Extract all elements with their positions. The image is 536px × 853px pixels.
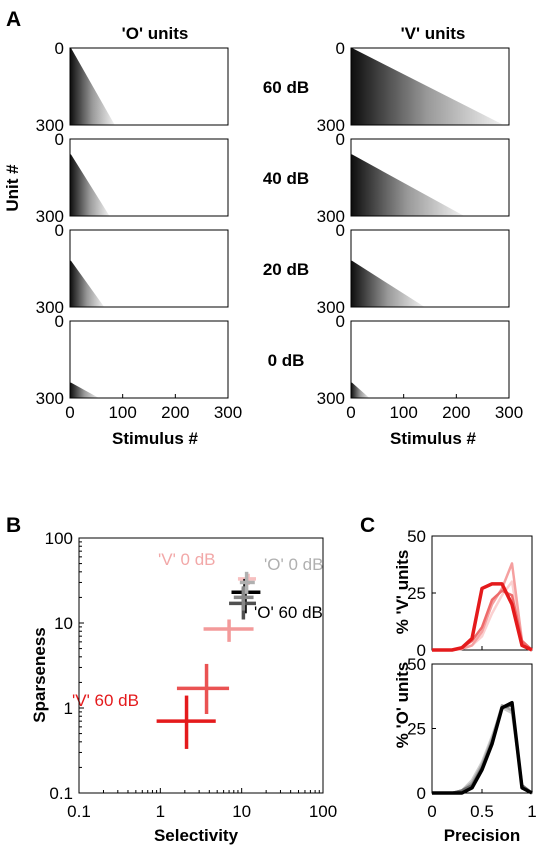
raster-frame-v-2 bbox=[350, 229, 510, 308]
x-tick-label-o-3: 300 bbox=[214, 403, 242, 422]
raster-frame-o-3 bbox=[69, 320, 229, 399]
c-y-tick-label-0-0: 0 bbox=[417, 641, 426, 660]
raster-frame-v-0 bbox=[350, 47, 510, 126]
b-x-tick-label-2: 10 bbox=[232, 802, 251, 821]
cross-v-60db bbox=[156, 695, 216, 749]
level-label-2: 20 dB bbox=[263, 260, 309, 279]
cross-o-20db bbox=[233, 586, 254, 611]
raster-fill-o-1 bbox=[70, 154, 110, 216]
cross-o-0db bbox=[239, 571, 255, 594]
raster-fill-v-2 bbox=[351, 260, 425, 307]
y-tick-label-bottom-o-3: 300 bbox=[36, 389, 64, 408]
y-tick-label-top-o-2: 0 bbox=[55, 221, 64, 240]
column-title-o-units: 'O' units bbox=[122, 24, 189, 43]
x-axis-label-selectivity: Selectivity bbox=[154, 826, 239, 845]
x-tick-label-v-2: 200 bbox=[442, 403, 470, 422]
b-x-tick-label-1: 1 bbox=[156, 802, 165, 821]
column-title-v-units: 'V' units bbox=[401, 24, 466, 43]
raster-frame-o-1 bbox=[69, 138, 229, 217]
b-x-tick-label-0: 0.1 bbox=[67, 802, 91, 821]
level-label-3: 0 dB bbox=[268, 351, 305, 370]
y-axis-label-sparseness: Sparseness bbox=[30, 627, 49, 722]
panel-label-a: A bbox=[6, 8, 21, 31]
raster-fill-v-3 bbox=[351, 382, 370, 398]
c-x-tick-label-0: 0 bbox=[427, 802, 436, 821]
x-axis-label-stimulus-o: Stimulus # bbox=[112, 429, 199, 448]
level-label-1: 40 dB bbox=[263, 169, 309, 188]
raster-fill-o-0 bbox=[70, 48, 115, 125]
c-y-tick-label-1-2: 50 bbox=[407, 655, 426, 674]
y-tick-label-top-v-3: 0 bbox=[336, 312, 345, 331]
b-y-tick-label-3: 100 bbox=[45, 529, 73, 548]
histogram-line-0-60db bbox=[432, 582, 533, 652]
x-tick-label-v-0: 0 bbox=[346, 403, 355, 422]
y-tick-label-bottom-o-2: 300 bbox=[36, 298, 64, 317]
y-tick-label-top-v-2: 0 bbox=[336, 221, 345, 240]
level-label-0: 60 dB bbox=[263, 78, 309, 97]
x-tick-label-o-2: 200 bbox=[161, 403, 189, 422]
panel-a: 'O' units 'V' units Unit # Stimulus # St… bbox=[3, 24, 523, 448]
x-tick-label-o-0: 0 bbox=[65, 403, 74, 422]
y-tick-label-bottom-v-0: 300 bbox=[317, 116, 345, 135]
raster-frame-o-0 bbox=[69, 47, 229, 126]
c-y-tick-label-0-1: 25 bbox=[407, 584, 426, 603]
cross-v-20db bbox=[203, 619, 254, 642]
x-tick-label-v-3: 300 bbox=[495, 403, 523, 422]
y-axis-label-v-units: % 'V' units bbox=[393, 550, 412, 635]
c-frame-1 bbox=[431, 663, 533, 794]
b-y-tick-label-1: 1 bbox=[64, 699, 73, 718]
b-x-tick-label-3: 100 bbox=[309, 802, 337, 821]
y-tick-label-top-o-3: 0 bbox=[55, 312, 64, 331]
x-tick-label-v-1: 100 bbox=[389, 403, 417, 422]
y-axis-label-o-units: % 'O' units bbox=[393, 662, 412, 748]
annotation-o-0db: 'O' 0 dB bbox=[264, 555, 323, 574]
raster-fill-v-0 bbox=[351, 48, 504, 125]
x-tick-label-o-1: 100 bbox=[108, 403, 136, 422]
b-y-tick-label-2: 10 bbox=[54, 614, 73, 633]
raster-fill-o-2 bbox=[70, 260, 105, 307]
b-y-tick-label-0: 0.1 bbox=[49, 784, 73, 803]
y-tick-label-top-v-1: 0 bbox=[336, 130, 345, 149]
x-axis-label-precision: Precision bbox=[444, 826, 521, 845]
c-y-tick-label-1-1: 25 bbox=[407, 720, 426, 739]
y-tick-label-bottom-v-1: 300 bbox=[317, 207, 345, 226]
y-axis-label-unit: Unit # bbox=[3, 164, 22, 212]
y-tick-label-bottom-o-1: 300 bbox=[36, 207, 64, 226]
panel-label-b: B bbox=[6, 514, 21, 537]
raster-fill-o-3 bbox=[70, 382, 99, 398]
c-x-tick-label-1: 0.5 bbox=[470, 802, 494, 821]
y-tick-label-top-o-0: 0 bbox=[55, 39, 64, 58]
y-tick-label-bottom-v-2: 300 bbox=[317, 298, 345, 317]
annotation-o-60db: 'O' 60 dB bbox=[254, 603, 323, 622]
panel-c: % 'V' units % 'O' units Precision 025500… bbox=[393, 527, 536, 845]
c-x-tick-label-2: 1 bbox=[527, 802, 536, 821]
scatter-frame bbox=[78, 537, 324, 794]
panel-label-c: C bbox=[360, 514, 375, 537]
x-axis-label-stimulus-v: Stimulus # bbox=[390, 429, 477, 448]
raster-frame-v-3 bbox=[350, 320, 510, 399]
c-y-tick-label-0-2: 50 bbox=[407, 527, 426, 546]
c-y-tick-label-1-0: 0 bbox=[417, 784, 426, 803]
annotation-v-0db: 'V' 0 dB bbox=[158, 550, 216, 569]
panel-b: Sparseness Selectivity 'V' 0 dB 'O' 0 dB… bbox=[30, 529, 337, 845]
raster-fill-v-1 bbox=[351, 154, 465, 216]
annotation-v-60db: 'V' 60 dB bbox=[72, 691, 139, 710]
y-tick-label-top-o-1: 0 bbox=[55, 130, 64, 149]
raster-frame-o-2 bbox=[69, 229, 229, 308]
cross-v-40db bbox=[176, 663, 230, 714]
y-tick-label-top-v-0: 0 bbox=[336, 39, 345, 58]
y-tick-label-bottom-o-0: 300 bbox=[36, 116, 64, 135]
raster-frame-v-1 bbox=[350, 138, 510, 217]
y-tick-label-bottom-v-3: 300 bbox=[317, 389, 345, 408]
histogram-line-1-60db bbox=[432, 700, 533, 795]
